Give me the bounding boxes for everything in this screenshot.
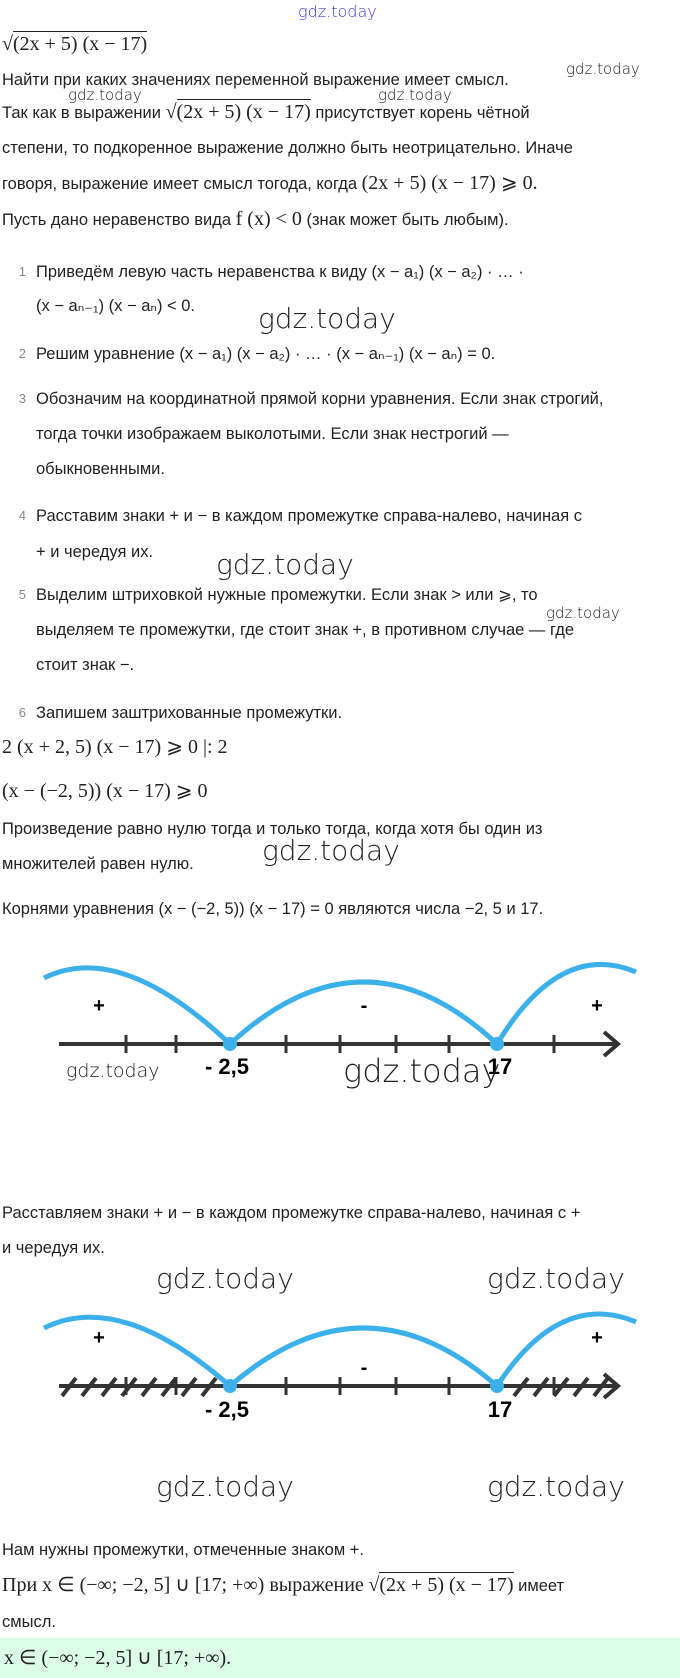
text: (знак может быть любым). (306, 211, 509, 229)
root-label: 17 (488, 1397, 512, 1422)
watermark: gdz.today (487, 1470, 625, 1503)
step-5-line: выделяем те промежутки, где стоит знак +… (36, 621, 575, 639)
arrow-icon (602, 1030, 622, 1058)
root-point (223, 1379, 237, 1393)
step-6-line: Запишем заштрихованные промежутки. (36, 704, 343, 722)
sign-arc (494, 1311, 637, 1388)
intro-line-4: говоря, выражение имеет смысл тогода, ко… (2, 171, 538, 196)
sign-label: + (591, 1327, 603, 1349)
step-1-line: (x − aₙ₋₁) (x − aₙ) < 0. (36, 297, 196, 315)
text-line: множителей равен нулю. (2, 855, 194, 873)
watermark: gdz.today (156, 1470, 294, 1503)
sign-arc (228, 1325, 499, 1388)
radicand: (2x + 5) (x − 17) (176, 99, 311, 123)
answer: x ∈ (−∞; −2, 5] ∪ [17; +∞). (4, 1647, 232, 1669)
watermark: gdz.today (258, 302, 396, 335)
text-line: Произведение равно нулю тогда и только т… (2, 820, 543, 838)
step-4-line: Расставим знаки + и − в каждом промежутк… (36, 507, 583, 525)
radicand: (2x + 5) (x − 17) (12, 31, 148, 55)
step-1-line: Приведём левую часть неравенства к виду … (36, 263, 524, 281)
watermark: gdz.today (487, 1262, 625, 1295)
root-point (490, 1379, 504, 1393)
conclusion-line: При x ∈ (−∞; −2, 5] ∪ [17; +∞) выражение… (2, 1572, 565, 1596)
math: f (x) < 0 (235, 208, 302, 230)
equation-1: 2 (x + 2, 5) (x − 17) ⩾ 0 |: 2 (2, 736, 228, 758)
watermark: gdz.today (216, 548, 354, 581)
arrow-icon (602, 1372, 622, 1400)
text: имеет (518, 1577, 565, 1595)
step-number: 1 (18, 264, 26, 279)
step-number: 3 (18, 391, 26, 406)
text-line: смысл. (2, 1613, 56, 1631)
step-3-line: обыкновенными. (36, 460, 165, 478)
roots-line: Корнями уравнения (x − (−2, 5)) (x − 17)… (2, 900, 544, 918)
intro-line-5: Пусть дано неравенство вида f (x) < 0 (з… (2, 207, 509, 232)
math: (2x + 5) (x − 17) ⩾ 0. (361, 172, 538, 194)
watermark: gdz.today (546, 604, 620, 622)
step-3-line: Обозначим на координатной прямой корни у… (36, 390, 604, 408)
text: Так как в выражении (2, 104, 161, 122)
number-line-diagram: - 2,5 17 + - + (42, 962, 637, 1079)
sign-arc (42, 965, 232, 1046)
text: присутствует корень чётной (315, 104, 530, 122)
number-line-shaded-diagram: - 2,5 17 + - + (42, 1311, 637, 1422)
step-2-line: Решим уравнение (x − a₁) (x − a₂) · … · … (36, 345, 496, 363)
watermark: gdz.today (298, 2, 377, 21)
sign-label: + (93, 995, 105, 1017)
step-3-line: тогда точки изображаем выколотыми. Если … (36, 425, 509, 443)
answer-box: x ∈ (−∞; −2, 5] ∪ [17; +∞). (0, 1638, 680, 1678)
task-expression: √(2x + 5) (x − 17) (2, 31, 148, 55)
radicand: (2x + 5) (x − 17) (379, 1572, 514, 1596)
root-label: - 2,5 (205, 1397, 249, 1422)
sign-arc (228, 979, 499, 1046)
text-line: Расставляем знаки + и − в каждом промежу… (2, 1204, 581, 1222)
text: говоря, выражение имеет смысл тогода, ко… (2, 175, 358, 193)
intro-line-3: степени, то подкоренное выражение должно… (2, 139, 573, 157)
watermark: gdz.today (566, 60, 640, 78)
sign-arc (42, 1314, 232, 1388)
step-number: 5 (18, 587, 26, 602)
root-label: - 2,5 (205, 1054, 249, 1079)
text-line: и чередуя их. (2, 1239, 105, 1257)
step-number: 2 (18, 346, 26, 361)
step-number: 4 (18, 508, 26, 523)
watermark: gdz.today (343, 1052, 501, 1090)
equation-2: (x − (−2, 5)) (x − 17) ⩾ 0 (2, 780, 208, 802)
watermark: gdz.today (68, 86, 142, 104)
root-point (223, 1037, 237, 1051)
sign-label: + (591, 995, 603, 1017)
step-5-line: стоит знак −. (36, 656, 135, 674)
watermark: gdz.today (66, 1060, 160, 1082)
sign-label: - (361, 1357, 368, 1379)
intro-line-1: Найти при каких значениях переменной выр… (2, 71, 509, 89)
watermark: gdz.today (156, 1262, 294, 1295)
sign-label: - (361, 995, 368, 1017)
step-number: 6 (18, 705, 26, 720)
step-4-line: + и чередуя их. (36, 543, 154, 561)
math: При x ∈ (−∞; −2, 5] ∪ [17; +∞) выражение (2, 1574, 364, 1596)
root-label: 17 (488, 1054, 512, 1079)
watermark: gdz.today (262, 834, 400, 867)
step-5-line: Выделим штриховкой нужные промежутки. Ес… (36, 586, 538, 604)
sign-label: + (93, 1327, 105, 1349)
text-line: Нам нужны промежутки, отмеченные знаком … (2, 1541, 364, 1559)
text: Пусть дано неравенство вида (2, 211, 232, 229)
watermark: gdz.today (378, 86, 452, 104)
sign-arc (494, 962, 637, 1046)
root-point (490, 1037, 504, 1051)
intro-line-2: Так как в выражении √(2x + 5) (x − 17) п… (2, 99, 530, 123)
